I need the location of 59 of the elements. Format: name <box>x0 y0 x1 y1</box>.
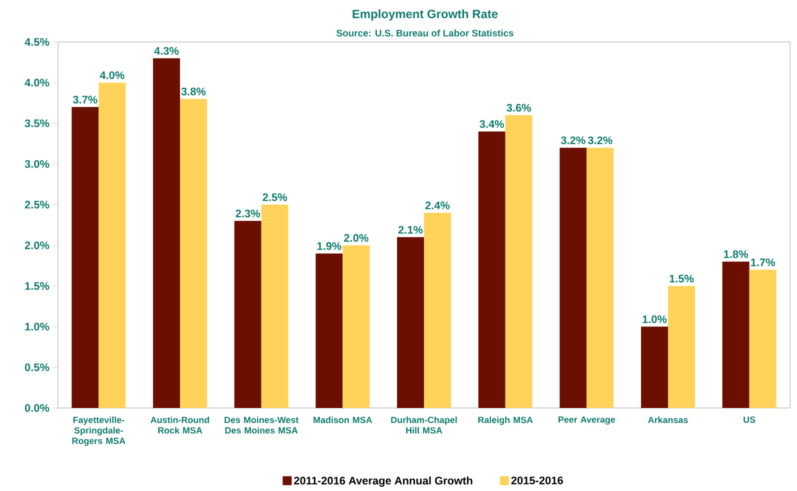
bar <box>342 245 370 408</box>
y-tick-label: 1.5% <box>25 282 50 290</box>
legend-label: 2015-2016 <box>511 476 563 484</box>
y-tick-label: 3.0% <box>24 160 50 168</box>
data-label: 3.4% <box>480 120 504 128</box>
chart-subtitle: Source: U.S. Bureau of Labor Statistics <box>336 30 514 36</box>
bar <box>424 212 452 408</box>
data-label: 4.3% <box>154 46 179 55</box>
x-tick-label: Durham-Chapel Hill MSA <box>391 416 457 434</box>
bar <box>234 220 262 408</box>
bar <box>478 131 506 408</box>
chart-title: Employment Growth Rate <box>352 9 498 21</box>
bar <box>180 98 208 408</box>
data-label: 3.2% <box>588 136 612 144</box>
y-tick-label: 4.5% <box>24 38 50 46</box>
data-label: 2.1% <box>398 226 423 234</box>
bar <box>316 253 343 408</box>
y-tick-label: 0.5% <box>24 363 50 372</box>
bar <box>668 286 696 408</box>
bar <box>505 115 532 408</box>
bar <box>586 148 614 408</box>
bar <box>722 262 750 408</box>
data-label: 2.4% <box>425 202 450 210</box>
data-label: 1.7% <box>751 258 776 266</box>
bar <box>261 204 288 408</box>
y-tick-label: 1.0% <box>25 322 50 331</box>
y-tick-label: 0.0% <box>24 404 50 412</box>
data-label: 2.3% <box>236 210 260 218</box>
data-label: 3.6% <box>506 104 532 112</box>
data-label: 3.7% <box>72 96 98 104</box>
data-label: 4.0% <box>100 71 124 80</box>
data-label: 1.5% <box>670 274 694 282</box>
x-tick-label: Austin-Round Rock MSA <box>150 416 210 434</box>
x-tick-label: Madison MSA <box>314 416 372 424</box>
x-tick-label: US <box>744 416 756 423</box>
data-label: 1.0% <box>642 315 667 324</box>
bar <box>153 58 180 408</box>
data-label: 2.5% <box>262 193 288 202</box>
y-tick-label: 2.5% <box>24 200 50 209</box>
data-label: 2.0% <box>344 234 368 242</box>
data-label: 1.8% <box>724 250 748 258</box>
x-tick-label: Arkansas <box>648 416 688 424</box>
y-tick-label: 4.0% <box>24 78 50 87</box>
bar <box>397 237 424 408</box>
x-tick-label: Peer Average <box>558 416 616 425</box>
bar <box>98 82 126 408</box>
x-tick-label: Raleigh MSA <box>478 416 533 425</box>
data-label: 3.2% <box>560 136 586 144</box>
y-tick-label: 3.5% <box>24 119 50 128</box>
bar <box>72 107 99 408</box>
x-tick-label: Des Moines-West Des Moines MSA <box>224 416 299 434</box>
bar <box>749 270 776 408</box>
data-label: 1.9% <box>317 242 342 250</box>
x-tick-label: Fayetteville-Springdale-Rogers MSA <box>72 416 126 446</box>
y-tick-label: 2.0% <box>24 241 50 250</box>
data-label: 3.8% <box>181 88 206 96</box>
legend-label: 2011-2016 Average Annual Growth <box>294 476 472 487</box>
bar <box>560 148 587 408</box>
bar <box>641 326 668 408</box>
